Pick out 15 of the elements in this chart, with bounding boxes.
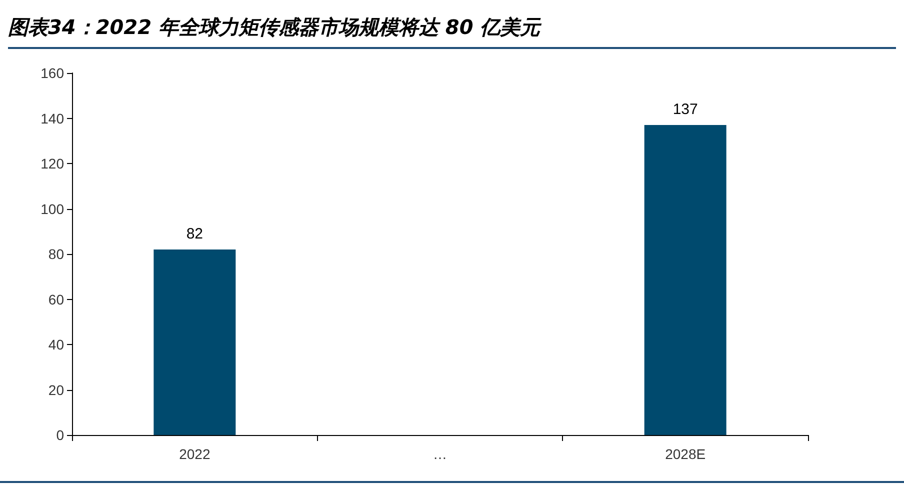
data-label: 137 (672, 101, 698, 118)
y-tick-label: 20 (48, 382, 64, 398)
y-tick-label: 160 (40, 65, 64, 81)
y-tick-label: 0 (56, 427, 64, 443)
data-label: 82 (186, 225, 204, 242)
y-tick-label: 80 (48, 246, 64, 262)
chart-title: 图表34：2022 年全球力矩传感器市场规模将达 80 亿美元 (8, 14, 896, 49)
x-tick-label: … (433, 446, 447, 462)
x-tick-label: 2022 (179, 446, 210, 462)
y-tick-label: 140 (40, 110, 64, 126)
y-tick-label: 60 (48, 291, 64, 308)
y-tick-label: 100 (40, 200, 64, 217)
y-tick-label: 120 (40, 156, 64, 172)
y-tick-label: 40 (48, 336, 64, 352)
x-tick-label: 2028E (665, 446, 706, 462)
